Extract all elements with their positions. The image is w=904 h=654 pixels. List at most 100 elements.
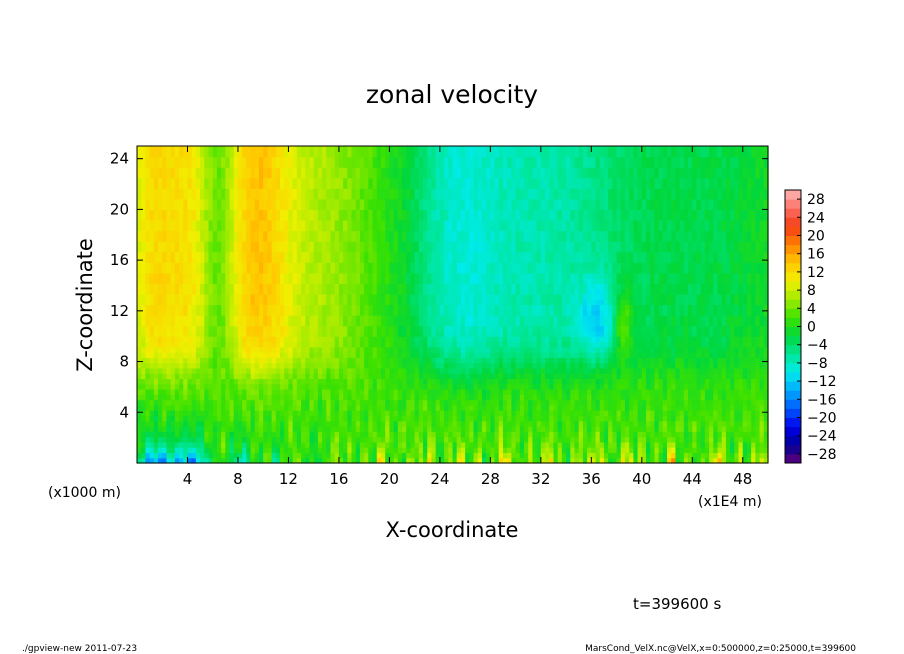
heatmap-cell — [364, 341, 369, 348]
heatmap-cell — [418, 262, 424, 269]
heatmap-cell — [174, 373, 180, 380]
heatmap-cell — [141, 399, 147, 406]
heatmap-cell — [158, 299, 163, 306]
heatmap-cell — [410, 251, 416, 258]
heatmap-cell — [423, 452, 428, 459]
heatmap-cell — [414, 431, 420, 438]
heatmap-cell — [250, 182, 256, 189]
heatmap-cell — [250, 246, 256, 253]
heatmap-cell — [397, 309, 403, 316]
heatmap-cell — [343, 362, 348, 369]
heatmap-cell — [393, 373, 399, 380]
heatmap-cell — [191, 146, 197, 152]
heatmap-cell — [338, 146, 344, 152]
heatmap-cell — [267, 251, 273, 258]
heatmap-cell — [212, 209, 218, 216]
heatmap-cell — [275, 341, 281, 348]
heatmap-cell — [444, 309, 449, 316]
heatmap-cell — [410, 447, 416, 454]
heatmap-cell — [288, 209, 294, 216]
heatmap-cell — [153, 309, 159, 316]
heatmap-cell — [397, 146, 403, 152]
heatmap-cell — [469, 272, 475, 279]
heatmap-cell — [267, 346, 273, 353]
heatmap-cell — [141, 373, 147, 380]
heatmap-cell — [397, 452, 403, 459]
heatmap-cell — [431, 182, 437, 189]
heatmap-cell — [351, 278, 357, 284]
heatmap-cell — [288, 315, 294, 321]
heatmap-cell — [439, 177, 445, 184]
heatmap-cell — [448, 182, 454, 189]
heatmap-cell — [338, 204, 344, 210]
heatmap-cell — [393, 320, 399, 327]
heatmap-cell — [221, 251, 226, 258]
heatmap-cell — [275, 457, 281, 464]
heatmap-cell — [389, 447, 395, 454]
heatmap-cell — [427, 394, 433, 401]
heatmap-cell — [444, 182, 449, 189]
heatmap-cell — [435, 304, 441, 311]
heatmap-cell — [242, 299, 247, 306]
heatmap-cell — [355, 330, 361, 337]
heatmap-cell — [288, 219, 294, 226]
heatmap-cell — [465, 373, 470, 380]
heatmap-cell — [246, 394, 252, 401]
heatmap-cell — [258, 399, 264, 406]
heatmap-cell — [145, 167, 151, 174]
heatmap-cell — [221, 235, 226, 242]
heatmap-cell — [179, 188, 184, 195]
heatmap-cell — [221, 198, 226, 205]
heatmap-cell — [200, 346, 205, 353]
heatmap-cell — [280, 156, 285, 163]
heatmap-cell — [452, 341, 458, 348]
heatmap-cell — [158, 383, 163, 390]
heatmap-cell — [456, 214, 462, 221]
heatmap-cell — [246, 288, 252, 295]
heatmap-cell — [423, 441, 428, 448]
heatmap-cell — [305, 251, 311, 258]
heatmap-cell — [292, 272, 298, 279]
heatmap-cell — [195, 415, 201, 422]
heatmap-cell — [250, 373, 256, 380]
heatmap-cell — [174, 410, 180, 417]
heatmap-cell — [406, 457, 412, 464]
heatmap-cell — [225, 447, 231, 454]
heatmap-cell — [284, 146, 290, 152]
heatmap-cell — [301, 436, 306, 443]
heatmap-cell — [179, 209, 184, 216]
heatmap-cell — [397, 457, 403, 464]
heatmap-cell — [338, 272, 344, 279]
heatmap-cell — [372, 373, 378, 380]
heatmap-cell — [200, 219, 205, 226]
heatmap-cell — [481, 452, 487, 459]
heatmap-cell — [158, 399, 163, 406]
heatmap-cell — [368, 309, 374, 316]
heatmap-cell — [225, 330, 231, 337]
heatmap-cell — [145, 272, 151, 279]
heatmap-cell — [435, 415, 441, 422]
heatmap-cell — [179, 278, 184, 284]
heatmap-cell — [233, 188, 239, 195]
heatmap-cell — [389, 209, 395, 216]
heatmap-cell — [296, 383, 302, 390]
heatmap-cell — [439, 272, 445, 279]
heatmap-cell — [174, 315, 180, 321]
heatmap-cell — [305, 156, 311, 163]
heatmap-cell — [402, 378, 407, 385]
heatmap-cell — [263, 251, 269, 258]
heatmap-cell — [187, 415, 193, 422]
heatmap-cell — [477, 452, 483, 459]
heatmap-cell — [435, 341, 441, 348]
heatmap-cell — [326, 320, 332, 327]
heatmap-cell — [406, 394, 412, 401]
heatmap-cell — [343, 346, 348, 353]
heatmap-cell — [376, 457, 382, 464]
heatmap-cell — [435, 241, 441, 247]
heatmap-cell — [473, 357, 479, 364]
heatmap-cell — [452, 177, 458, 184]
heatmap-cell — [208, 225, 214, 232]
heatmap-cell — [402, 288, 407, 295]
heatmap-cell — [359, 256, 365, 263]
heatmap-cell — [187, 219, 193, 226]
